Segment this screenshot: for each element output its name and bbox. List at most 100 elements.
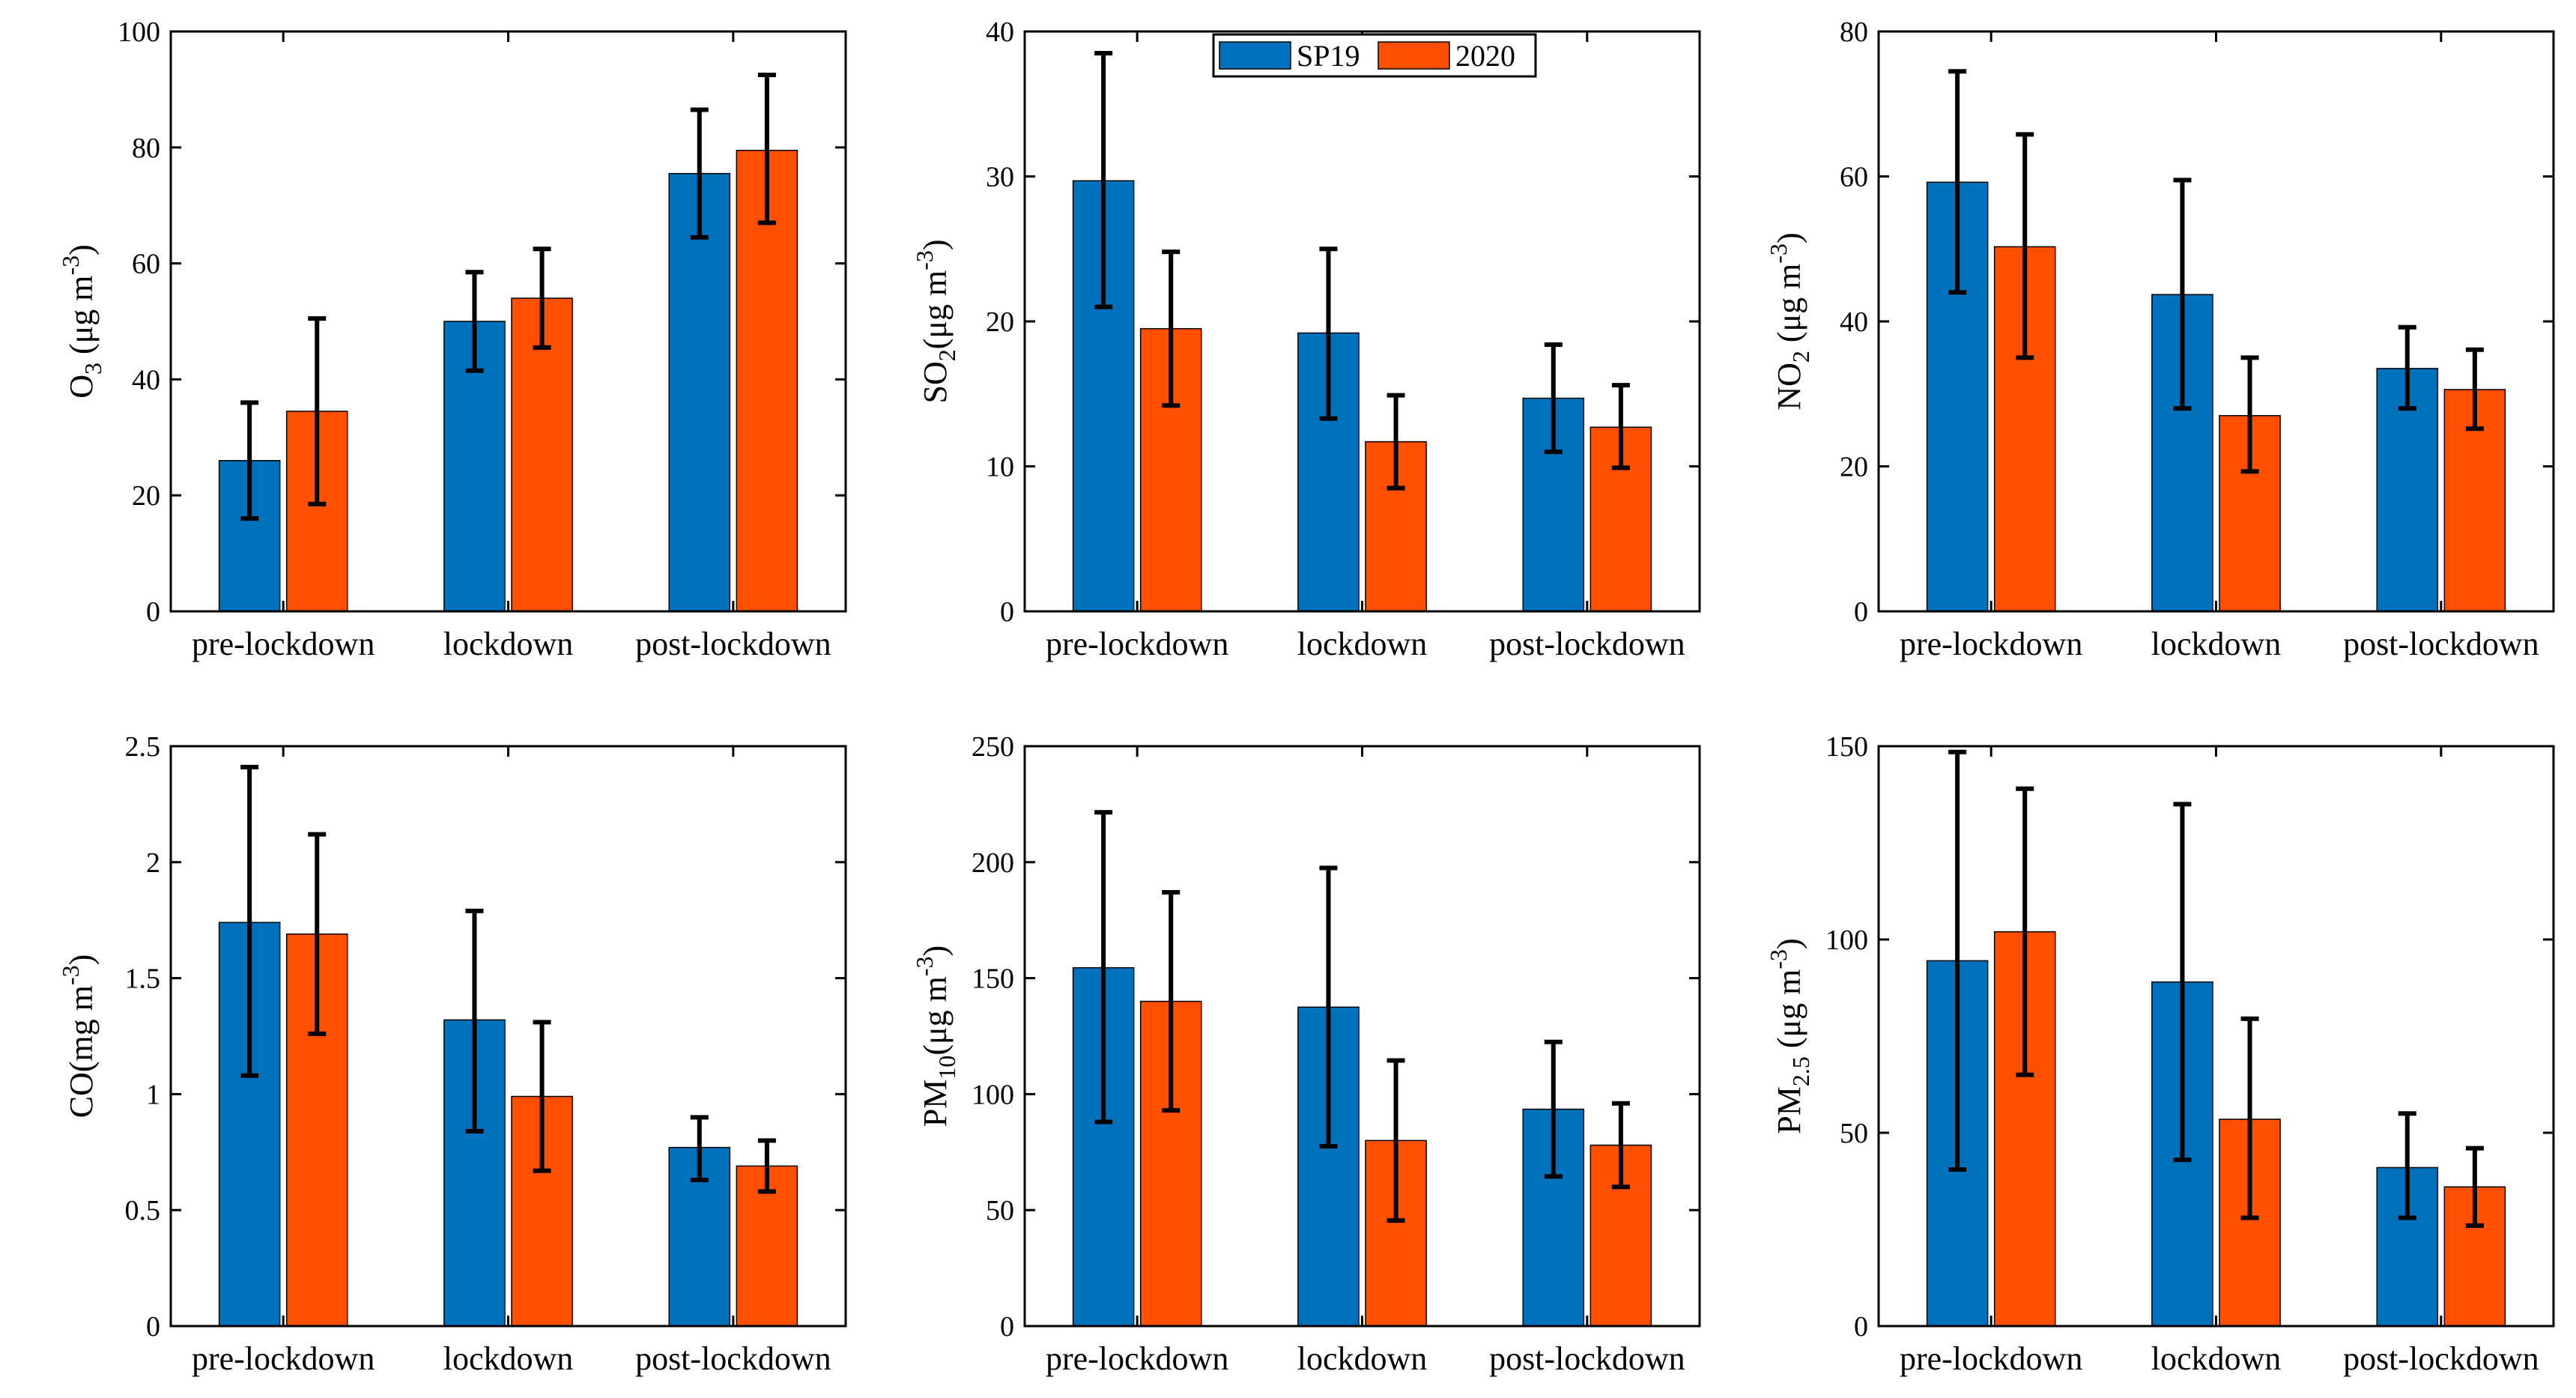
category-label-pre-lockdown: pre-lockdown [1046, 1340, 1228, 1377]
category-label-lockdown: lockdown [443, 626, 574, 662]
bar-2020-post-lockdown [736, 149, 798, 612]
error-bar-2020-lockdown [533, 246, 551, 350]
error-bar-sp19-post-lockdown [2398, 1111, 2416, 1220]
error-bar-2020-pre-lockdown [308, 316, 327, 506]
error-bar-sp19-post-lockdown [690, 1115, 709, 1182]
category-label-pre-lockdown: pre-lockdown [1900, 626, 2082, 662]
ytick-label: 150 [1825, 731, 1868, 763]
ytick-label: 0 [146, 1311, 160, 1343]
ytick-label: 10 [986, 452, 1014, 483]
ytick-label: 150 [972, 963, 1014, 995]
ytick-label: 30 [986, 162, 1014, 193]
error-bar-sp19-post-lockdown [1544, 342, 1563, 455]
ytick-label: 80 [132, 133, 160, 164]
ytick-label: 2 [146, 847, 160, 879]
category-label-post-lockdown: post-lockdown [2343, 1340, 2539, 1377]
chart-panel-6: 0 50 100 150 pre-lockdown lockdown post-lockdo… [1765, 731, 2555, 1377]
error-bar-sp19-pre-lockdown [1948, 69, 1967, 295]
category-label-lockdown: lockdown [1297, 1340, 1428, 1377]
legend-swatch-2020 [1378, 41, 1450, 70]
error-bar-sp19-lockdown [1319, 865, 1338, 1149]
category-label-post-lockdown: post-lockdown [1489, 1340, 1685, 1377]
chart-panel-4: 0 0.5 1 1.5 2 2.5 pre-lockdown lockdown post-loc… [57, 731, 847, 1377]
y-axis-label: PM10(μg m-3) [911, 945, 960, 1127]
legend-swatch-sp19 [1219, 41, 1291, 70]
error-bar-2020-lockdown [2240, 1016, 2259, 1220]
error-bar-2020-pre-lockdown [2016, 786, 2034, 1077]
ytick-label: 0 [1854, 596, 1868, 628]
ytick-label: 100 [972, 1079, 1014, 1110]
error-bar-2020-post-lockdown [1611, 383, 1630, 470]
category-label-pre-lockdown: pre-lockdown [1900, 1340, 2082, 1377]
error-bar-2020-lockdown [2240, 355, 2259, 474]
ytick-label: 0.5 [125, 1195, 161, 1226]
ytick-label: 200 [972, 847, 1014, 879]
ytick-label: 20 [132, 480, 160, 512]
error-bar-2020-pre-lockdown [1162, 890, 1181, 1113]
error-bar-2020-post-lockdown [2465, 347, 2484, 432]
error-bar-2020-lockdown [1387, 1058, 1405, 1223]
error-bar-2020-pre-lockdown [2016, 132, 2034, 360]
ytick-label: 80 [1840, 16, 1868, 48]
chart-panel-1: 0 20 40 60 80 100 pre-lockdown lockdown post-loc… [57, 16, 847, 662]
ytick-label: 40 [132, 364, 160, 396]
ytick-label: 100 [118, 16, 160, 48]
error-bar-sp19-lockdown [2173, 802, 2192, 1163]
error-bar-2020-lockdown [533, 1020, 551, 1173]
error-bar-2020-lockdown [1387, 393, 1405, 491]
ytick-label: 0 [1000, 596, 1014, 628]
ytick-label: 60 [1840, 162, 1868, 193]
ytick-label: 0 [146, 596, 160, 628]
error-bar-2020-pre-lockdown [308, 832, 327, 1036]
category-label-lockdown: lockdown [2151, 1340, 2282, 1377]
y-axis-label: CO(mg m-3) [57, 954, 100, 1119]
ytick-label: 60 [132, 249, 160, 280]
error-bar-2020-post-lockdown [757, 73, 776, 226]
error-bar-2020-post-lockdown [2465, 1146, 2484, 1228]
ytick-label: 0 [1854, 1311, 1868, 1343]
category-label-pre-lockdown: pre-lockdown [1046, 626, 1228, 662]
category-label-post-lockdown: post-lockdown [2343, 626, 2539, 662]
legend: SP19 2020 [1212, 33, 1537, 78]
legend-label-2020: 2020 [1455, 39, 1515, 73]
error-bar-sp19-post-lockdown [2398, 324, 2416, 411]
category-label-lockdown: lockdown [1297, 626, 1428, 662]
ytick-label: 0 [1000, 1311, 1014, 1343]
category-label-post-lockdown: post-lockdown [635, 626, 831, 662]
error-bar-2020-post-lockdown [1611, 1101, 1630, 1190]
y-axis-label: O3 (μg m-3) [57, 244, 106, 399]
category-label-lockdown: lockdown [2151, 626, 2282, 662]
ytick-label: 250 [972, 731, 1014, 763]
error-bar-sp19-lockdown [2173, 178, 2192, 411]
chart-panel-3: 0 20 40 60 80 pre-lockdown lockdown post-lockdo… [1765, 16, 2555, 662]
ytick-label: 100 [1825, 925, 1868, 956]
ytick-label: 1.5 [125, 963, 161, 995]
legend-label-sp19: SP19 [1297, 39, 1360, 73]
y-axis-label: NO2 (μg m-3) [1765, 232, 1814, 410]
error-bar-sp19-pre-lockdown [240, 400, 259, 521]
chart-panel-5: 0 50 100 150 200 250 pre-lockdown lockdown post-… [911, 731, 1701, 1377]
error-bar-sp19-lockdown [1319, 246, 1338, 421]
error-bar-sp19-post-lockdown [1544, 1039, 1563, 1179]
category-label-post-lockdown: post-lockdown [635, 1340, 831, 1377]
ytick-label: 2.5 [125, 731, 161, 763]
ytick-label: 40 [986, 16, 1014, 48]
ytick-label: 50 [1840, 1118, 1868, 1149]
y-axis-label: PM2.5 (μg m-3) [1765, 938, 1814, 1134]
ytick-label: 50 [986, 1195, 1014, 1226]
error-bar-2020-post-lockdown [757, 1138, 776, 1194]
error-bar-sp19-pre-lockdown [240, 764, 259, 1078]
error-bar-sp19-pre-lockdown [1094, 810, 1113, 1125]
chart-panel-2: 0 10 20 30 40 pre-lockdown lockdown post-lockdo… [911, 16, 1701, 662]
error-bar-sp19-pre-lockdown [1094, 51, 1113, 309]
category-label-lockdown: lockdown [443, 1340, 574, 1377]
category-label-post-lockdown: post-lockdown [1489, 626, 1685, 662]
ytick-label: 20 [986, 306, 1014, 338]
bar-sp19-post-lockdown [668, 172, 731, 612]
error-bar-sp19-lockdown [465, 908, 484, 1134]
error-bar-sp19-pre-lockdown [1948, 749, 1967, 1172]
error-bar-sp19-post-lockdown [690, 107, 709, 240]
category-label-pre-lockdown: pre-lockdown [192, 626, 375, 662]
error-bar-2020-pre-lockdown [1162, 249, 1181, 408]
